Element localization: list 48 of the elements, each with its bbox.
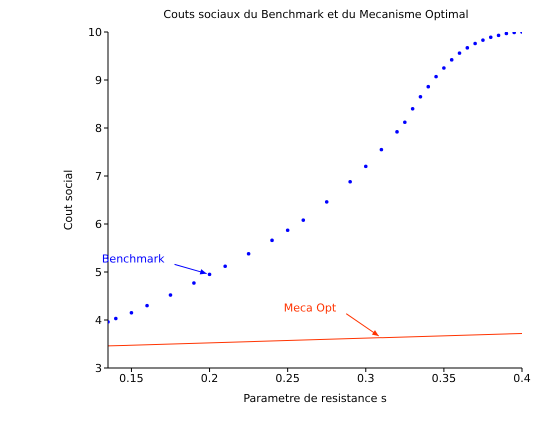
y-tick-label: 5 <box>95 266 102 279</box>
point <box>270 238 274 242</box>
point <box>246 252 250 256</box>
point <box>426 84 430 88</box>
point <box>145 304 149 308</box>
point <box>208 272 212 276</box>
y-tick-label: 9 <box>95 74 102 87</box>
point <box>395 130 399 134</box>
point <box>286 228 290 232</box>
point <box>380 148 384 152</box>
point <box>481 38 485 42</box>
y-tick-label: 7 <box>95 170 102 183</box>
point <box>442 66 446 70</box>
point <box>192 281 196 285</box>
point <box>434 74 438 78</box>
point <box>458 51 462 55</box>
x-tick-label: 0.4 <box>513 372 531 385</box>
y-tick-label: 3 <box>95 362 102 375</box>
point <box>168 293 172 297</box>
x-tick-label: 0.25 <box>275 372 300 385</box>
y-tick-label: 6 <box>95 218 102 231</box>
x-tick-label: 0.35 <box>432 372 456 385</box>
point <box>348 180 352 184</box>
y-tick-label: 10 <box>88 26 102 39</box>
point <box>364 164 368 168</box>
chart-title: Couts sociaux du Benchmark et du Mecanisme Optimal <box>162 8 470 23</box>
x-axis-title: Parametre de resistance s <box>243 392 387 405</box>
point <box>466 46 470 50</box>
x-tick-label: 0.15 <box>119 372 144 385</box>
x-tick-label: 0.3 <box>357 372 375 385</box>
point <box>418 95 422 99</box>
point <box>473 42 477 46</box>
point <box>324 200 328 204</box>
y-tick-label: 8 <box>95 122 102 135</box>
point <box>410 107 414 111</box>
point <box>302 218 306 222</box>
point <box>114 316 118 320</box>
point <box>488 36 493 40</box>
point <box>496 34 500 38</box>
point <box>504 32 508 36</box>
text: Meca Opt <box>284 302 337 315</box>
y-axis-title: Cout social <box>62 170 75 230</box>
y-tick-label: 4 <box>95 314 102 327</box>
point <box>223 264 227 268</box>
point <box>130 311 134 315</box>
point <box>450 58 454 62</box>
point <box>403 120 407 124</box>
x-tick-label: 0.2 <box>200 372 218 385</box>
